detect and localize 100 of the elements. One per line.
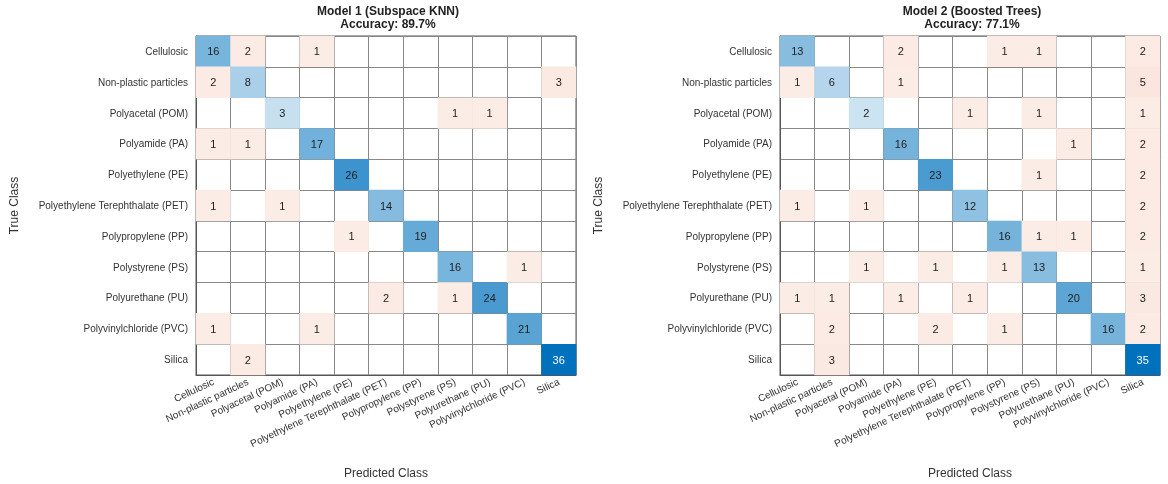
data-label: 1 bbox=[1001, 45, 1008, 58]
data-label: 16 bbox=[448, 261, 462, 274]
data-label: 26 bbox=[345, 168, 358, 181]
y-tick-label: Polyamide (PA) bbox=[703, 138, 772, 150]
x-tick-label: Silica bbox=[534, 375, 562, 397]
data-label: 2 bbox=[932, 322, 939, 335]
data-label: 2 bbox=[244, 353, 251, 366]
data-label: 3 bbox=[828, 353, 835, 366]
data-label: 16 bbox=[1102, 322, 1115, 335]
x-axis-title: Predicted Class bbox=[927, 466, 1013, 480]
data-label: 35 bbox=[1136, 353, 1149, 366]
data-label: 1 bbox=[897, 291, 904, 304]
data-label: 8 bbox=[244, 76, 251, 89]
x-axis-title: Predicted Class bbox=[343, 466, 429, 480]
data-label: 1 bbox=[863, 199, 870, 212]
y-tick-label: Polyamide (PA) bbox=[119, 138, 188, 150]
y-tick-label: Polyethylene Terephthalate (PET) bbox=[622, 200, 772, 211]
data-label: 1 bbox=[486, 107, 493, 120]
data-label: 1 bbox=[863, 261, 870, 274]
data-label: 1 bbox=[210, 137, 217, 150]
data-label: 6 bbox=[828, 76, 835, 89]
y-tick-label: Polystyrene (PS) bbox=[696, 261, 772, 273]
chart-title: Model 1 (Subspace KNN) bbox=[316, 4, 460, 18]
y-tick-label: Polyvinylchloride (PVC) bbox=[83, 323, 188, 335]
data-label: 21 bbox=[518, 322, 531, 335]
y-axis-title: True Class bbox=[591, 176, 605, 235]
data-label: 1 bbox=[932, 261, 939, 274]
data-label: 1 bbox=[452, 291, 459, 304]
data-label: 1 bbox=[1001, 261, 1008, 274]
data-label: 1 bbox=[828, 291, 835, 304]
data-label: 16 bbox=[998, 230, 1011, 243]
y-tick-label: Polyacetal (POM) bbox=[693, 107, 772, 119]
data-label: 1 bbox=[313, 322, 320, 335]
data-label: 2 bbox=[244, 45, 251, 58]
y-tick-label: Cellulosic bbox=[145, 45, 188, 57]
data-label: 36 bbox=[552, 353, 565, 366]
y-tick-label: Polyurethane (PU) bbox=[689, 292, 772, 304]
data-label: 5 bbox=[1139, 76, 1146, 89]
y-tick-label: Polypropylene (PP) bbox=[101, 230, 188, 242]
y-tick-label: Polyethylene (PE) bbox=[691, 169, 772, 181]
data-label: 2 bbox=[1139, 168, 1146, 181]
y-tick-label: Non-plastic particles bbox=[681, 76, 772, 88]
data-label: 1 bbox=[210, 199, 217, 212]
data-label: 2 bbox=[1139, 199, 1146, 212]
data-label: 1 bbox=[210, 322, 217, 335]
data-label: 17 bbox=[310, 137, 324, 150]
data-label: 1 bbox=[1001, 322, 1008, 335]
data-label: 1 bbox=[244, 137, 251, 150]
data-label: 2 bbox=[210, 76, 217, 89]
data-label: 13 bbox=[791, 45, 804, 58]
data-label: 2 bbox=[1139, 230, 1146, 243]
y-tick-label: Non-plastic particles bbox=[97, 76, 188, 88]
y-tick-label: Polypropylene (PP) bbox=[685, 230, 772, 242]
data-label: 16 bbox=[207, 45, 220, 58]
data-label: 2 bbox=[382, 291, 390, 304]
data-label: 1 bbox=[1070, 137, 1077, 150]
data-label: 1 bbox=[794, 76, 801, 89]
data-label: 1 bbox=[452, 107, 459, 120]
y-tick-label: Cellulosic bbox=[729, 45, 772, 57]
data-label: 1 bbox=[966, 291, 974, 304]
y-tick-label: Polyvinylchloride (PVC) bbox=[667, 323, 772, 335]
data-label: 1 bbox=[897, 76, 904, 89]
data-label: 1 bbox=[1036, 168, 1043, 181]
data-label: 1 bbox=[1139, 107, 1146, 120]
data-label: 1 bbox=[521, 261, 528, 274]
data-label: 2 bbox=[897, 45, 904, 58]
data-label: 1 bbox=[1036, 230, 1043, 243]
chart-subtitle: Accuracy: 89.7% bbox=[340, 17, 437, 31]
data-label: 20 bbox=[1067, 291, 1080, 304]
data-label: 1 bbox=[794, 291, 801, 304]
data-label: 19 bbox=[414, 230, 427, 243]
chart-title: Model 2 (Boosted Trees) bbox=[902, 4, 1042, 18]
data-label: 1 bbox=[1070, 230, 1077, 243]
data-label: 1 bbox=[1139, 261, 1146, 274]
x-tick-label: Silica bbox=[1118, 375, 1146, 397]
data-label: 2 bbox=[1139, 322, 1146, 335]
data-label: 1 bbox=[966, 107, 974, 120]
y-tick-label: Polyethylene (PE) bbox=[107, 169, 188, 181]
data-label: 16 bbox=[894, 137, 908, 150]
data-label: 3 bbox=[1139, 291, 1146, 304]
data-label: 1 bbox=[313, 45, 320, 58]
data-label: 2 bbox=[1139, 45, 1146, 58]
data-label: 14 bbox=[379, 199, 393, 212]
data-label: 23 bbox=[929, 168, 942, 181]
data-label: 2 bbox=[863, 107, 870, 120]
data-label: 1 bbox=[1036, 45, 1043, 58]
data-label: 1 bbox=[279, 199, 286, 212]
y-tick-label: Silica bbox=[164, 354, 189, 366]
data-label: 2 bbox=[1139, 137, 1146, 150]
y-tick-label: Polyethylene Terephthalate (PET) bbox=[38, 200, 188, 211]
y-tick-label: Polyurethane (PU) bbox=[105, 292, 188, 304]
data-label: 1 bbox=[1036, 107, 1043, 120]
data-label: 2 bbox=[828, 322, 835, 335]
y-tick-label: Silica bbox=[748, 354, 773, 366]
data-label: 3 bbox=[555, 76, 562, 89]
data-label: 3 bbox=[279, 107, 286, 120]
y-tick-label: Polystyrene (PS) bbox=[112, 261, 188, 273]
y-axis-title: True Class bbox=[7, 176, 21, 235]
data-label: 13 bbox=[1032, 261, 1046, 274]
data-label: 24 bbox=[483, 291, 496, 304]
